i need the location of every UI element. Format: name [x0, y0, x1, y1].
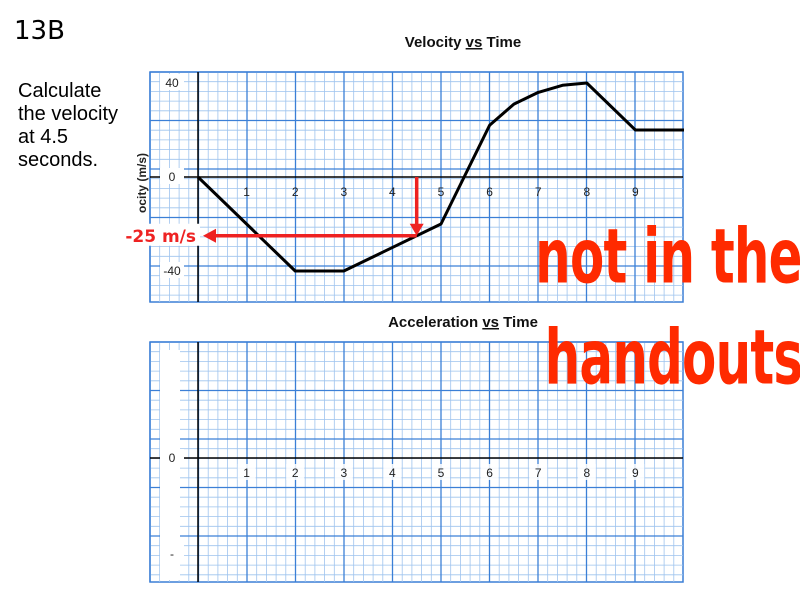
title-part: Velocity	[405, 34, 466, 51]
y-tick-bg	[160, 449, 184, 465]
x-tick-label: 2	[292, 185, 299, 199]
stamp-line-1: not in the	[535, 214, 800, 302]
x-tick-bg	[626, 464, 645, 480]
x-tick-bg	[529, 464, 548, 480]
y-tick-bg	[160, 545, 184, 561]
x-tick-bg	[383, 464, 402, 480]
x-tick-label: 6	[486, 466, 493, 480]
question-text: Calculate the velocity at 4.5 seconds.	[18, 80, 119, 171]
acceleration-chart: 1 2 3 4 5 6 7 8 9 0 - Acceleration vs Time	[149, 314, 684, 583]
x-tick-bg	[237, 464, 256, 480]
x-tick-label: 9	[632, 466, 639, 480]
title-underlined-word: vs	[466, 34, 483, 51]
x-tick-label: 1	[243, 185, 250, 199]
x-tick-label: 6	[486, 185, 493, 199]
annotation-label: -25 m/s	[125, 227, 196, 247]
velocity-chart-title: Velocity vs Time	[405, 34, 521, 51]
annotation-label-bg	[96, 223, 200, 246]
title-part: Acceleration	[388, 314, 482, 331]
x-tick-label: 5	[438, 185, 445, 199]
x-tick-label: 7	[535, 466, 542, 480]
x-tick-label: 8	[583, 185, 590, 199]
x-tick-label: 4	[389, 185, 396, 199]
slide-label: 13B	[14, 16, 65, 46]
y-tick-label: 40	[165, 76, 179, 90]
x-tick-bg	[334, 464, 353, 480]
y-tick-label: -40	[163, 264, 181, 278]
acceleration-ticks: 1 2 3 4 5 6 7 8 9 0 -	[160, 449, 645, 561]
y-tick-label: 0	[169, 451, 176, 465]
x-tick-bg	[432, 464, 450, 480]
velocity-y-axis-label: ocity (m/s)	[135, 153, 149, 213]
x-tick-bg	[286, 464, 305, 480]
y-tick-label: 0	[169, 170, 176, 184]
y-tick-bg	[160, 168, 184, 184]
title-part: Time	[499, 314, 538, 331]
velocity-ticks: 1 2 3 4 5 6 7 8 9 40 0 -40	[160, 74, 639, 278]
x-tick-label: 2	[292, 466, 299, 480]
y-tick-bg	[160, 74, 184, 90]
x-tick-label: 4	[389, 466, 396, 480]
x-tick-label: 7	[535, 185, 542, 199]
title-underlined-word: vs	[482, 314, 499, 331]
stamp-line-2: handouts	[544, 315, 800, 403]
velocity-annotation: -25 m/s	[96, 177, 424, 247]
x-tick-label: 5	[438, 466, 445, 480]
x-tick-label: 8	[583, 466, 590, 480]
y-label-bg	[132, 128, 148, 218]
acceleration-chart-title: Acceleration vs Time	[388, 314, 538, 331]
x-tick-bg	[577, 464, 596, 480]
x-tick-label: 3	[340, 466, 347, 480]
velocity-line	[196, 81, 684, 273]
x-tick-label: 9	[632, 185, 639, 199]
grid-frame	[149, 341, 684, 583]
x-tick-label: 1	[243, 466, 250, 480]
annotation-arrowhead-left	[203, 228, 216, 243]
acceleration-grid	[149, 341, 684, 583]
velocity-chart: 1 2 3 4 5 6 7 8 9 40 0 -40 Velocity vs Time ocity (…	[96, 34, 684, 303]
x-tick-label: 3	[340, 185, 347, 199]
y-tick-bg	[160, 262, 184, 278]
y-tick-label: -	[170, 547, 174, 561]
x-tick-bg	[480, 464, 499, 480]
title-part: Time	[482, 34, 521, 51]
annotation-arrowhead-down	[409, 223, 424, 236]
